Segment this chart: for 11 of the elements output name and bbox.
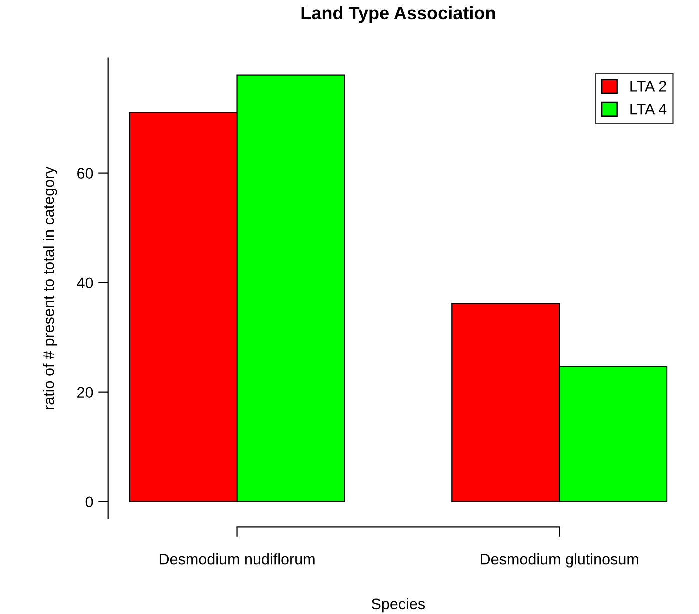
y-tick-label: 40 [77, 278, 94, 289]
y-tick-label: 0 [86, 496, 94, 508]
chart-title: Land Type Association [302, 6, 496, 24]
x-tick-label: Desmodium nudiflorum [160, 554, 315, 565]
x-axis-title: Species [372, 598, 426, 613]
legend-label: LTA 2 [630, 81, 666, 92]
y-tick-label: 20 [78, 387, 94, 398]
legend-label: LTA 4 [630, 104, 667, 115]
x-tick-label: Desmodium glutinosum [481, 554, 638, 568]
y-tick-label: 60 [78, 168, 94, 180]
y-axis-title: ratio of # present to total in category [43, 166, 58, 410]
